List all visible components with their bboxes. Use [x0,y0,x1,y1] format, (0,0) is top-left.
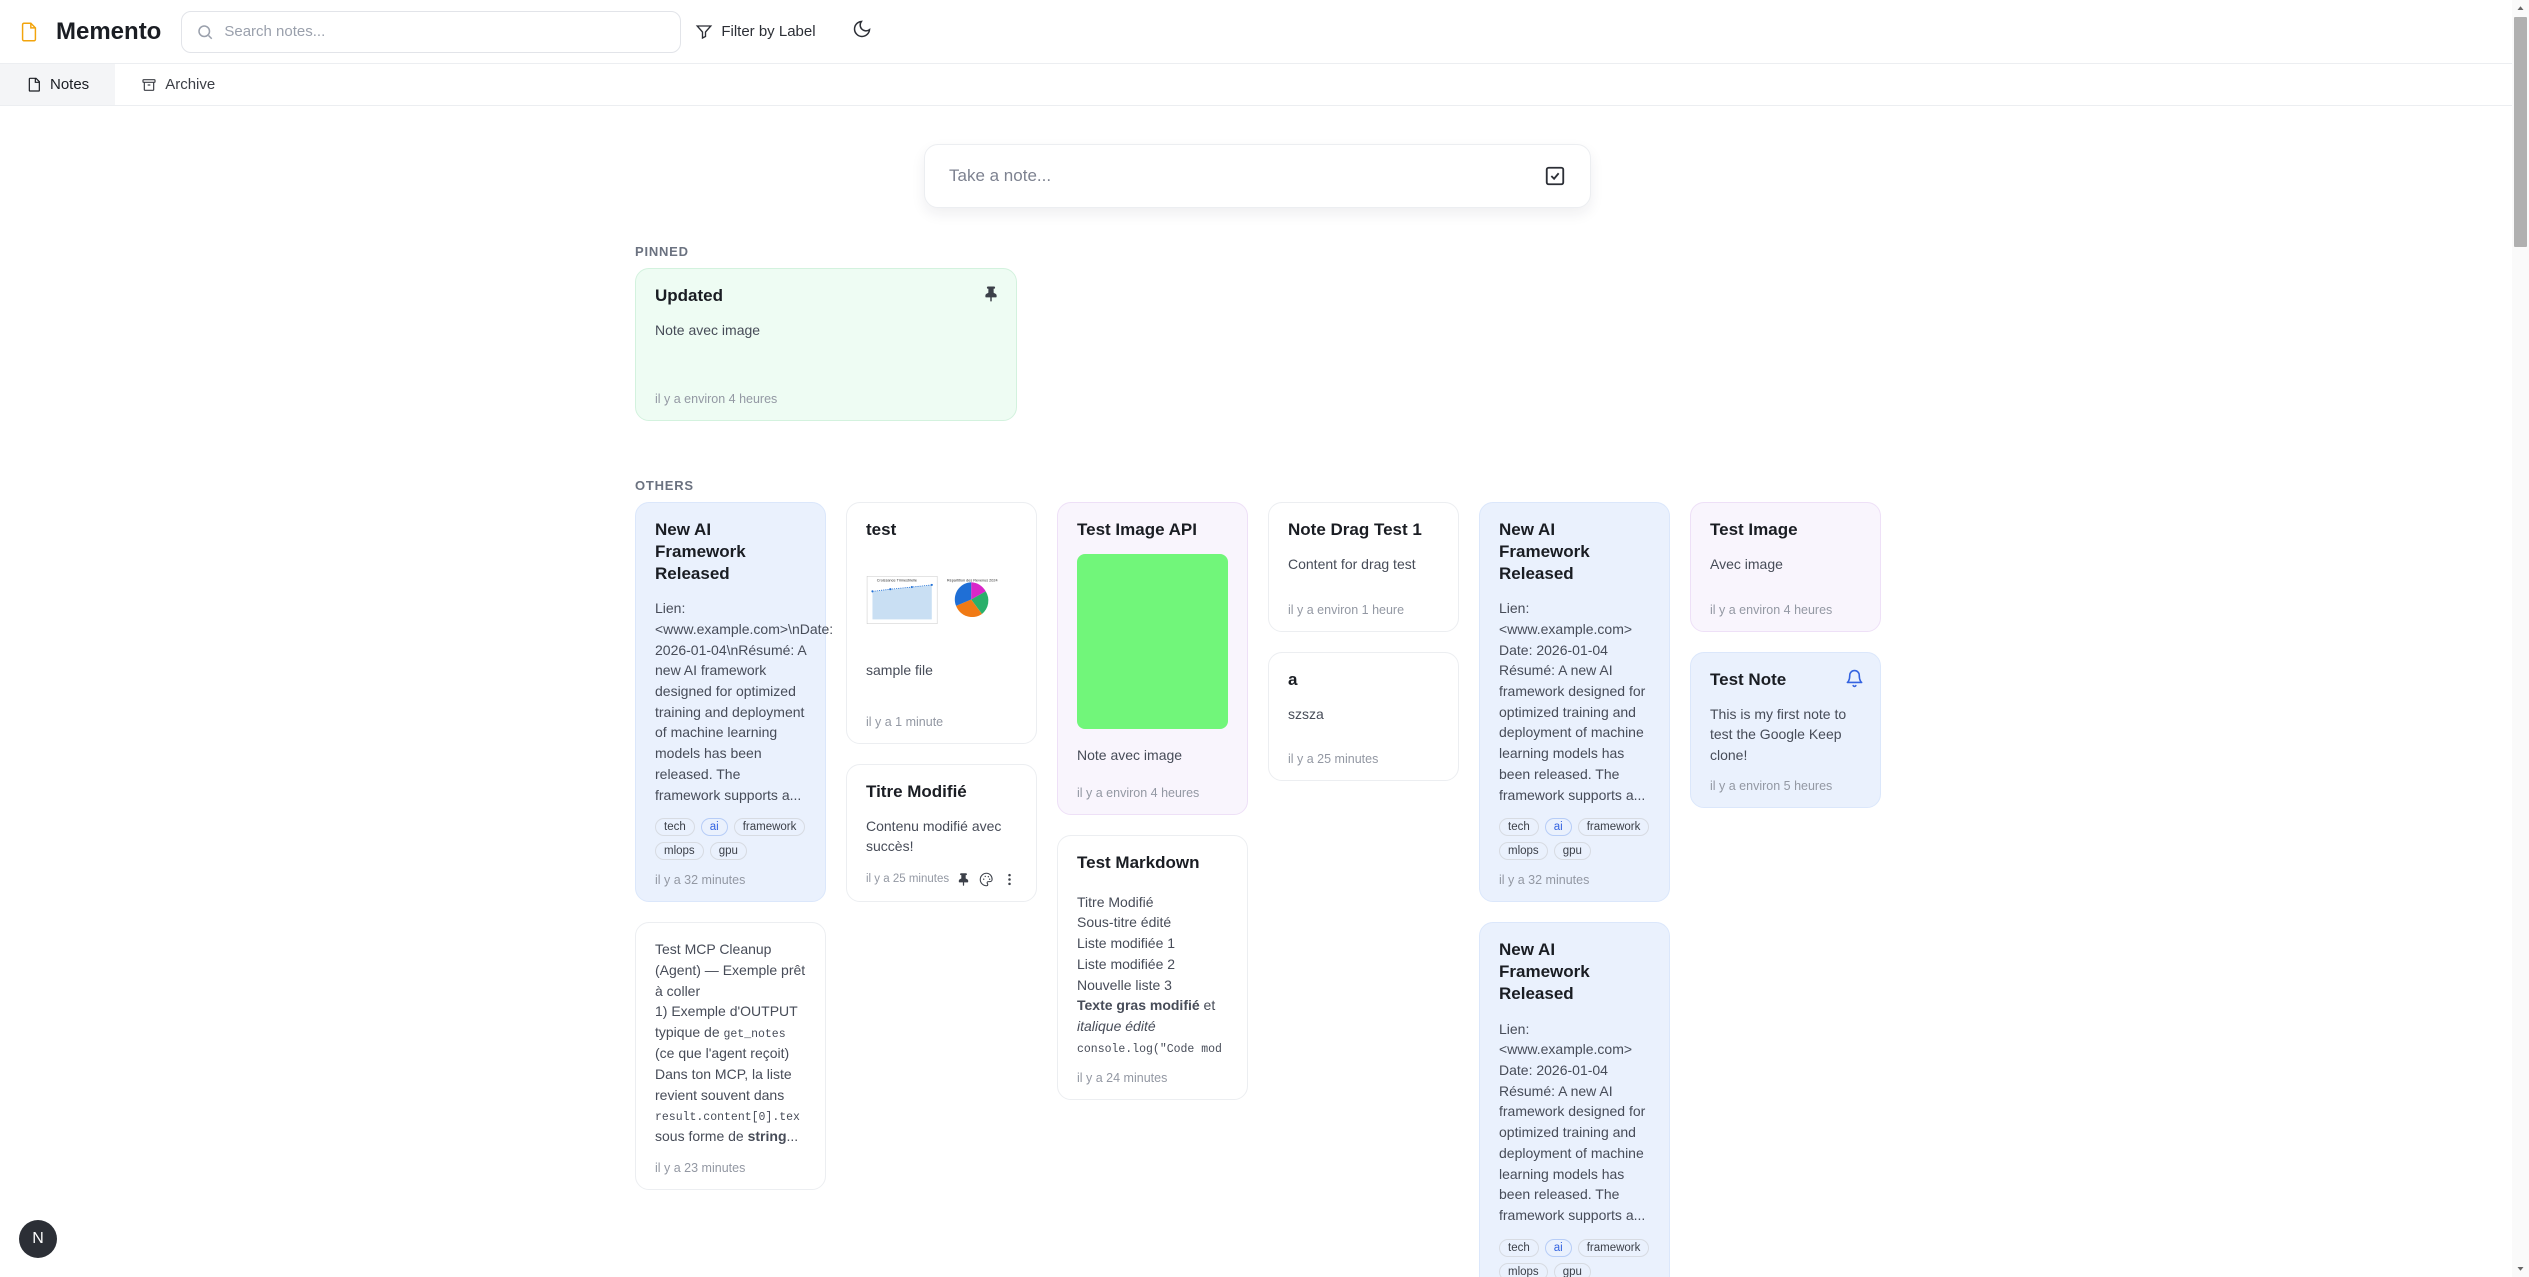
svg-text:Croissance Trimestrielle: Croissance Trimestrielle [877,579,917,583]
svg-text:Répartition des Revenus 2024: Répartition des Revenus 2024 [947,579,998,583]
